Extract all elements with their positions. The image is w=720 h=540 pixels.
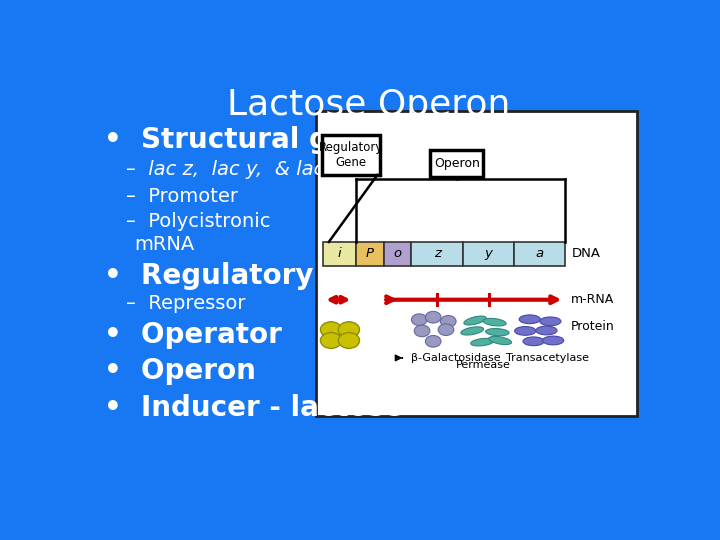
Text: Protein: Protein (571, 320, 615, 333)
Circle shape (426, 335, 441, 347)
FancyBboxPatch shape (411, 242, 463, 266)
Circle shape (426, 312, 441, 323)
Text: –  lac z,  lac y,  & lac a: – lac z, lac y, & lac a (126, 160, 343, 179)
Text: P: P (366, 247, 374, 260)
FancyBboxPatch shape (323, 242, 356, 266)
Circle shape (438, 324, 454, 335)
FancyBboxPatch shape (322, 136, 380, 175)
Ellipse shape (543, 336, 564, 345)
Text: Permease: Permease (456, 360, 510, 370)
Circle shape (338, 322, 359, 338)
Ellipse shape (540, 317, 561, 326)
FancyBboxPatch shape (356, 242, 384, 266)
Circle shape (411, 314, 427, 326)
Ellipse shape (483, 319, 506, 326)
FancyBboxPatch shape (463, 242, 514, 266)
Circle shape (320, 333, 342, 348)
Ellipse shape (515, 327, 536, 335)
Text: Lactose Operon: Lactose Operon (228, 87, 510, 122)
Text: Transacetylase: Transacetylase (506, 353, 589, 363)
Text: •  Operon: • Operon (104, 357, 256, 385)
Text: mRNA: mRNA (135, 235, 195, 254)
Text: Regulatory
Gene: Regulatory Gene (319, 141, 383, 169)
Ellipse shape (486, 328, 509, 336)
Text: Operon: Operon (434, 157, 480, 170)
FancyBboxPatch shape (316, 111, 637, 416)
Circle shape (320, 322, 342, 338)
Text: •  Structural genes: • Structural genes (104, 126, 402, 154)
Text: –  Repressor: – Repressor (126, 294, 246, 313)
Text: i: i (338, 247, 341, 260)
FancyBboxPatch shape (431, 150, 483, 177)
Text: m-RNA: m-RNA (571, 293, 614, 306)
Circle shape (338, 333, 359, 348)
Text: •  Inducer - lactose: • Inducer - lactose (104, 394, 403, 422)
Text: –  Polycistronic: – Polycistronic (126, 212, 271, 232)
Ellipse shape (464, 316, 486, 325)
Ellipse shape (489, 336, 511, 345)
Text: y: y (485, 247, 492, 260)
Ellipse shape (536, 326, 557, 335)
Text: z: z (433, 247, 441, 260)
Text: DNA: DNA (572, 247, 601, 260)
FancyBboxPatch shape (514, 242, 565, 266)
Ellipse shape (461, 327, 484, 335)
Text: •  Operator: • Operator (104, 321, 282, 349)
Text: a: a (536, 247, 544, 260)
Ellipse shape (523, 337, 544, 346)
Ellipse shape (519, 315, 540, 323)
Text: •  Regulatory gene: • Regulatory gene (104, 261, 400, 289)
Circle shape (441, 315, 456, 327)
FancyBboxPatch shape (384, 242, 411, 266)
Text: –  Promoter: – Promoter (126, 187, 238, 206)
Text: β-Galactosidase: β-Galactosidase (411, 353, 500, 363)
Circle shape (414, 325, 430, 337)
Ellipse shape (471, 339, 494, 346)
Text: o: o (393, 247, 402, 260)
